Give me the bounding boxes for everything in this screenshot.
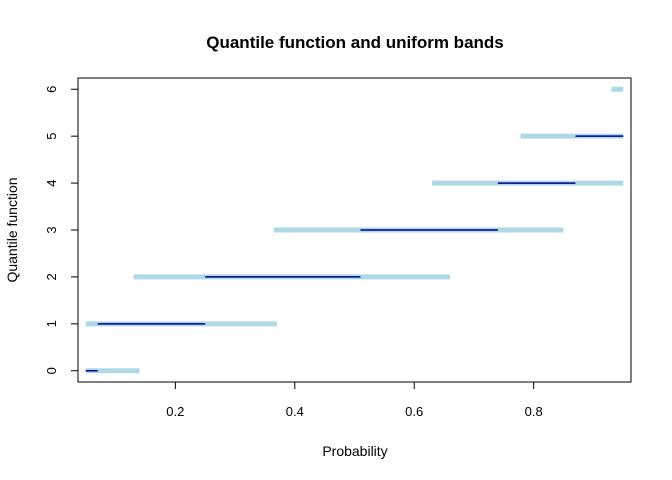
y-tick-label: 5 bbox=[44, 133, 59, 140]
x-axis-label: Probability bbox=[322, 443, 387, 459]
x-tick-label: 0.4 bbox=[286, 404, 304, 419]
y-tick-label: 4 bbox=[44, 179, 59, 186]
y-tick-label: 1 bbox=[44, 320, 59, 327]
x-axis: 0.2 0.4 0.6 0.8 bbox=[166, 381, 543, 419]
y-axis-label: Quantile function bbox=[4, 177, 20, 282]
y-tick-label: 2 bbox=[44, 273, 59, 280]
y-axis: 0 1 2 3 4 5 6 bbox=[44, 86, 79, 374]
x-tick-label: 0.8 bbox=[525, 404, 543, 419]
x-tick-label: 0.2 bbox=[166, 404, 184, 419]
y-tick-label: 3 bbox=[44, 226, 59, 233]
x-tick-label: 0.6 bbox=[405, 404, 423, 419]
chart-title: Quantile function and uniform bands bbox=[206, 33, 504, 52]
quantile-segments bbox=[85, 135, 624, 372]
band-segments bbox=[85, 86, 624, 374]
y-tick-label: 6 bbox=[44, 86, 59, 93]
y-tick-label: 0 bbox=[44, 367, 59, 374]
